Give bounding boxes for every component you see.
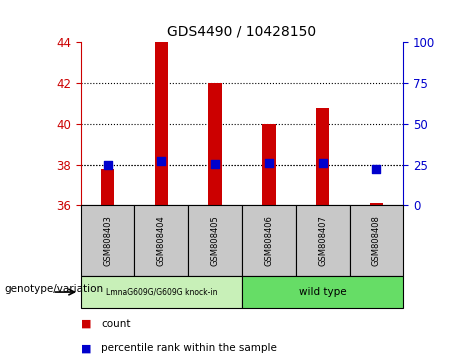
Point	[212, 161, 219, 167]
Text: ■: ■	[81, 319, 91, 329]
Point	[104, 162, 111, 167]
Point	[158, 159, 165, 164]
Text: percentile rank within the sample: percentile rank within the sample	[101, 343, 278, 353]
Bar	[101, 169, 114, 205]
Bar	[370, 203, 383, 205]
Point	[265, 160, 272, 166]
Point	[373, 167, 380, 172]
Text: GSM808404: GSM808404	[157, 215, 166, 266]
Text: GSM808407: GSM808407	[318, 215, 327, 266]
Bar	[262, 124, 276, 205]
Text: ■: ■	[81, 343, 91, 353]
Bar	[242, 205, 296, 276]
Text: GSM808403: GSM808403	[103, 215, 112, 266]
Bar	[208, 83, 222, 205]
Text: genotype/variation: genotype/variation	[5, 284, 104, 293]
Text: GSM808406: GSM808406	[265, 215, 273, 266]
Bar	[81, 205, 135, 276]
Bar	[188, 205, 242, 276]
Text: GSM808405: GSM808405	[211, 215, 219, 266]
Bar	[154, 42, 168, 205]
Point	[319, 160, 326, 166]
Title: GDS4490 / 10428150: GDS4490 / 10428150	[167, 24, 317, 39]
Bar	[349, 205, 403, 276]
Text: GSM808408: GSM808408	[372, 215, 381, 266]
Text: LmnaG609G/G609G knock-in: LmnaG609G/G609G knock-in	[106, 287, 217, 297]
Text: count: count	[101, 319, 131, 329]
Bar	[81, 276, 242, 308]
Bar	[135, 205, 188, 276]
Bar	[296, 205, 349, 276]
Bar	[242, 276, 403, 308]
Bar	[316, 108, 330, 205]
Text: wild type: wild type	[299, 287, 347, 297]
